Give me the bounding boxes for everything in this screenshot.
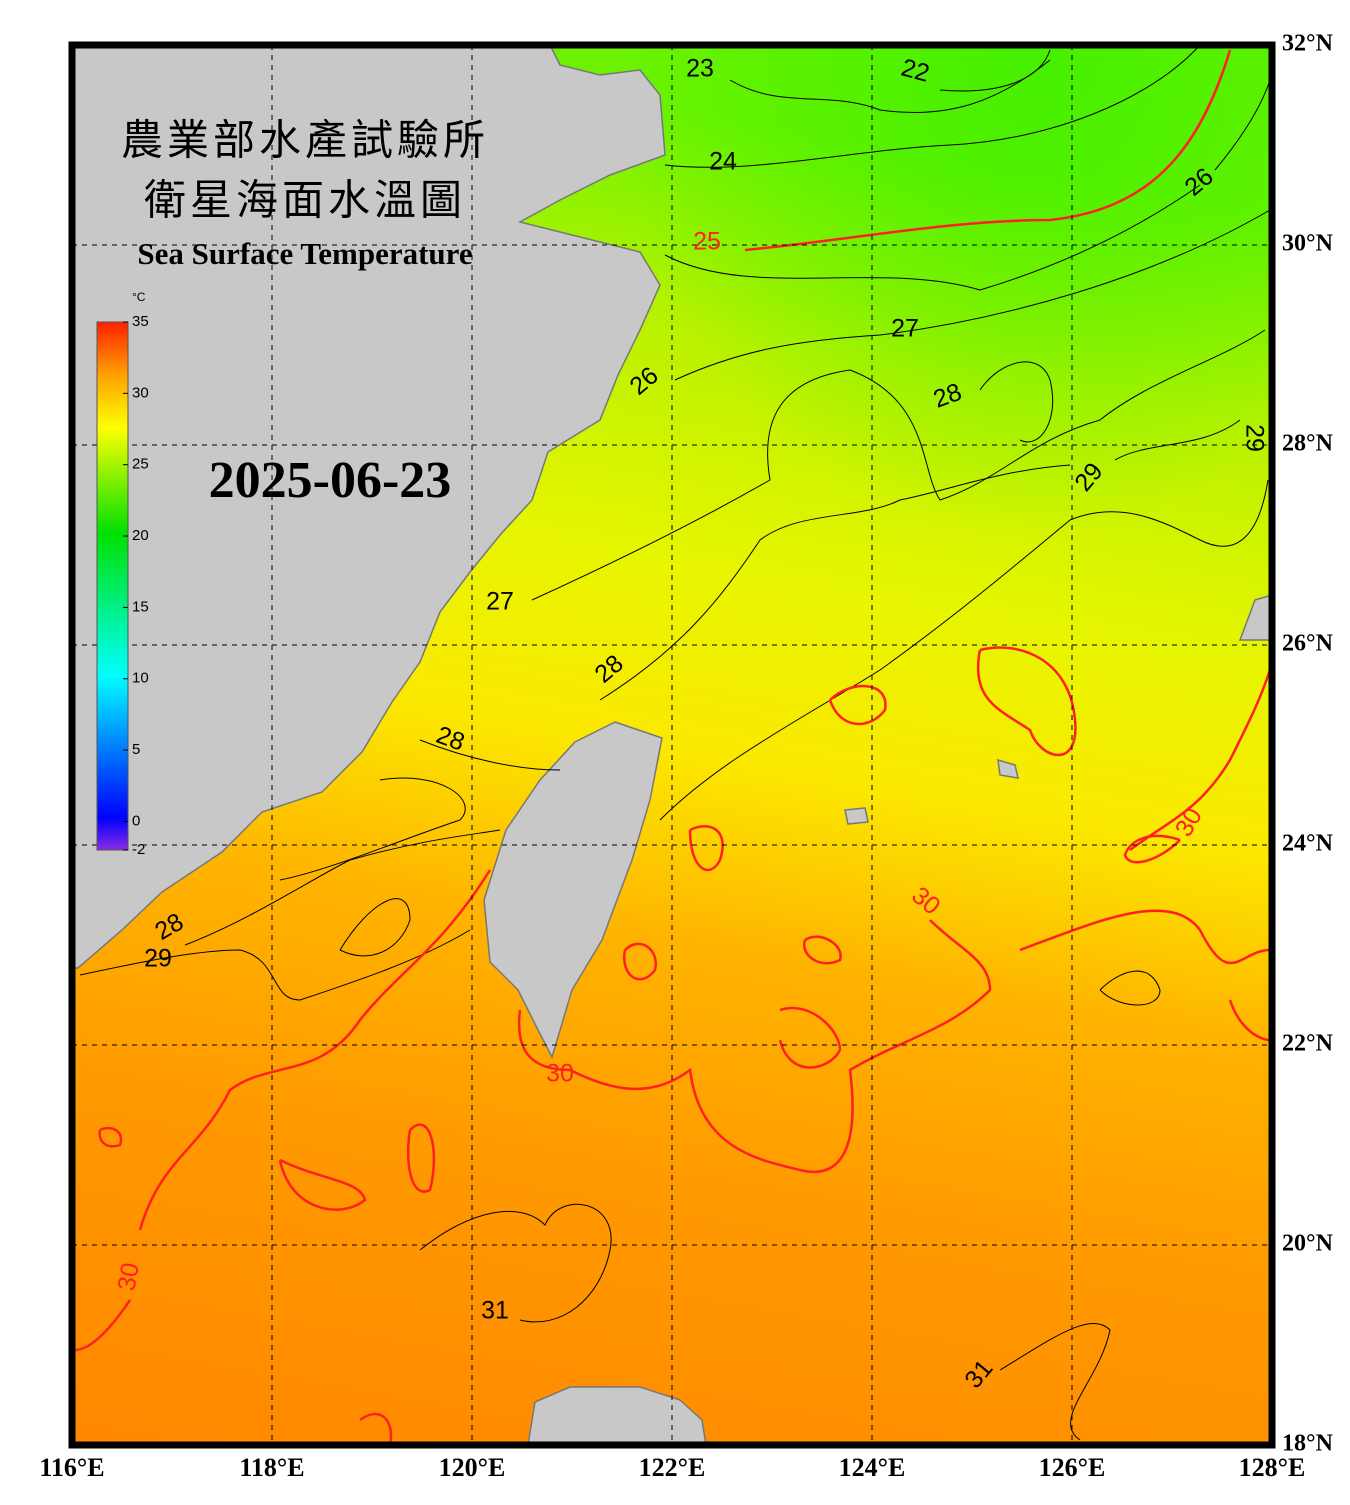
colorbar-tick-label: 5 — [132, 741, 140, 758]
isotherm — [976, 646, 1077, 757]
lat-label: 32°N — [1282, 31, 1334, 57]
lat-label: 22°N — [1282, 1031, 1334, 1057]
lon-label: 118°E — [239, 1453, 304, 1482]
isotherm — [664, 45, 1201, 168]
title-line: 衛星海面水溫圖 — [144, 179, 466, 225]
isotherm — [803, 935, 842, 965]
isotherm — [1129, 669, 1272, 852]
isotherm — [419, 1203, 612, 1323]
lon-label: 122°E — [639, 1453, 706, 1482]
isotherm — [828, 684, 887, 726]
land — [72, 45, 1272, 1445]
isotherm — [359, 1412, 393, 1445]
island — [1238, 594, 1272, 641]
island — [844, 807, 869, 825]
graticule — [72, 45, 1272, 1445]
colorbar-tick-label: 0 — [132, 812, 140, 829]
isotherm — [339, 898, 411, 957]
isotherm — [729, 59, 1051, 113]
colorbar-tick-label: 35 — [132, 313, 149, 330]
map-frame — [68, 41, 1276, 1449]
contour-label: 29 — [144, 945, 172, 973]
colorbar-tick-label: 25 — [132, 456, 149, 473]
isotherm — [1019, 909, 1271, 965]
lon-label: 128°E — [1239, 1453, 1306, 1482]
isotherm — [1099, 970, 1161, 1006]
major-isotherms — [74, 49, 1272, 1445]
lat-label: 24°N — [1282, 831, 1334, 857]
colorbar-tick-label: 30 — [132, 384, 149, 401]
island — [997, 758, 1019, 779]
luzon — [527, 1386, 707, 1445]
china-coast — [72, 45, 666, 969]
isotherm — [939, 49, 1051, 92]
title-line: 農業部水產試驗所 — [121, 118, 489, 165]
isotherms — [79, 45, 1271, 1441]
colorbar-tick-label: 15 — [132, 598, 149, 615]
contour-label: 29 — [1240, 424, 1268, 452]
isotherm — [79, 829, 501, 1001]
colorbar-tick-label: 20 — [132, 527, 149, 544]
isotherm — [744, 49, 1232, 252]
isotherm — [98, 1126, 123, 1148]
colorbar-scale — [96, 321, 129, 851]
contour-label: 24 — [709, 148, 737, 176]
isotherm — [659, 479, 1269, 821]
isotherm — [517, 919, 992, 1173]
contour-label: 27 — [486, 588, 514, 616]
date: 2025-06-23 — [209, 452, 452, 509]
isotherm — [1123, 834, 1181, 864]
lat-label: 30°N — [1282, 231, 1334, 257]
lon-label: 120°E — [439, 1453, 506, 1482]
contour-label: 30 — [112, 1261, 144, 1293]
contour-label: 27 — [891, 315, 919, 343]
isotherm — [664, 79, 1271, 291]
isotherm — [622, 942, 658, 981]
contour-label: 30 — [546, 1060, 574, 1088]
contour-label: 23 — [686, 55, 714, 83]
isotherm — [278, 1158, 367, 1211]
taiwan — [483, 721, 663, 1059]
contour-label: 25 — [693, 228, 721, 256]
lon-label: 124°E — [839, 1453, 906, 1482]
colorbar-unit: °C — [132, 290, 146, 304]
isotherm — [1228, 999, 1271, 1042]
isotherm — [778, 1006, 842, 1069]
colorbar: °C 35 30 25 20 15 10 5 0 -2 — [96, 290, 149, 858]
contour-label: 31 — [481, 1297, 509, 1325]
isotherm — [674, 209, 1271, 381]
lat-label: 26°N — [1282, 631, 1334, 657]
isotherm — [999, 1323, 1111, 1441]
isotherm — [279, 739, 561, 881]
lat-label: 18°N — [1282, 1431, 1334, 1457]
isotherm — [406, 1123, 436, 1193]
isotherm — [531, 329, 1266, 601]
colorbar-tick-label: -2 — [132, 841, 145, 858]
subtitle: Sea Surface Temperature — [137, 236, 472, 271]
colorbar-tick-label: 10 — [132, 670, 149, 687]
lon-label: 116°E — [39, 1453, 104, 1482]
lat-label: 20°N — [1282, 1231, 1334, 1257]
isotherm — [979, 361, 1054, 443]
isotherm — [688, 825, 724, 872]
isotherm — [74, 869, 492, 1352]
isotherm — [599, 419, 1241, 701]
lat-label: 28°N — [1282, 431, 1334, 457]
lon-label: 126°E — [1039, 1453, 1106, 1482]
